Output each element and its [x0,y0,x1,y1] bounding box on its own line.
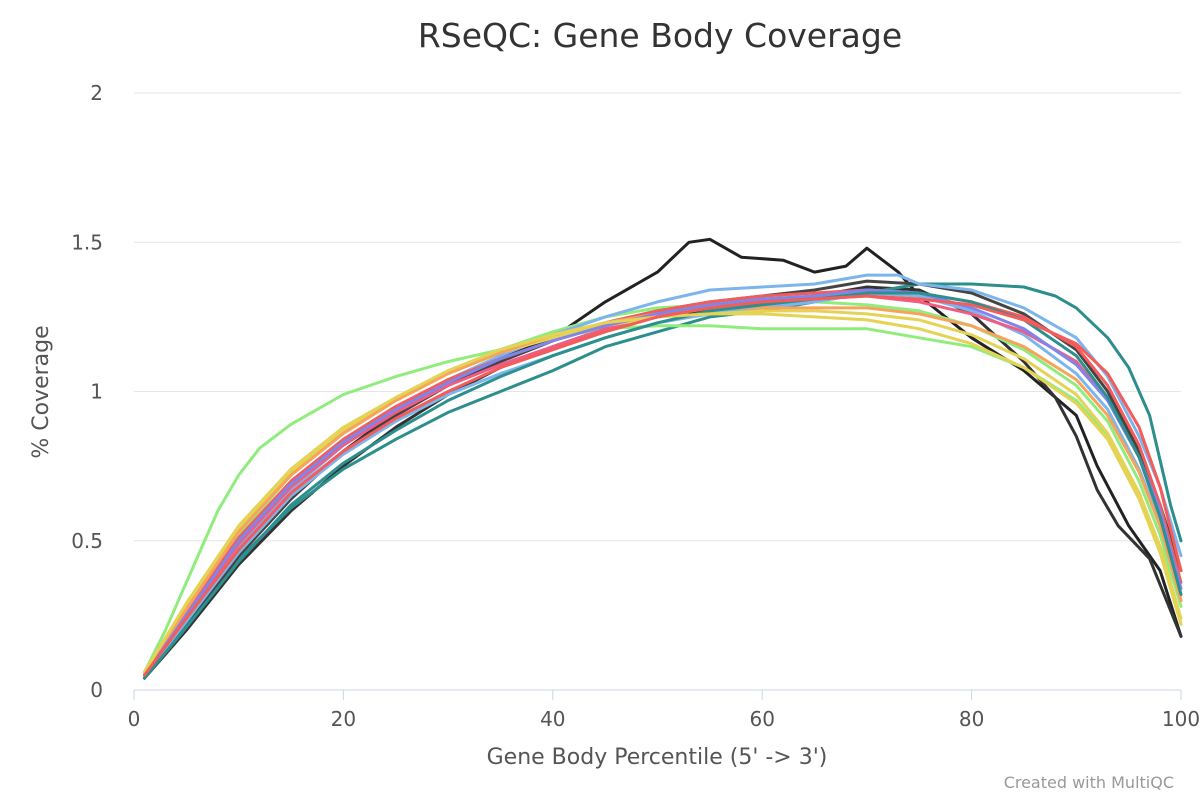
series-line-15[interactable] [143,312,1183,674]
x-axis-label: Gene Body Percentile (5' -> 3') [487,745,828,770]
y-tick-label: 0 [90,678,103,702]
x-tick-label: 60 [749,707,774,731]
y-tick-label: 0.5 [71,529,103,553]
series-line-14[interactable] [143,291,1183,680]
credit-text: Created with MultiQC [1004,773,1174,792]
series-line-9[interactable] [143,288,1183,677]
series-line-1[interactable] [143,237,1183,680]
y-axis-label: % Coverage [29,325,54,458]
x-tick-label: 0 [128,707,141,731]
x-tick-label: 80 [959,707,984,731]
x-tick-label: 20 [331,707,356,731]
x-tick-label: 40 [540,707,565,731]
series-line-13[interactable] [143,288,1183,677]
y-tick-label: 1 [90,380,103,404]
grid-layer [134,92,1181,542]
chart-title: RSeQC: Gene Body Coverage [418,16,902,55]
x-tick-label: 100 [1162,707,1200,731]
y-tick-label: 2 [90,81,103,105]
series-layer [143,237,1183,680]
y-tick-label: 1.5 [71,230,103,254]
axis-layer: 00.511.520 20 40 60 80 100 [71,81,1200,731]
series-line-16[interactable] [143,294,1183,677]
